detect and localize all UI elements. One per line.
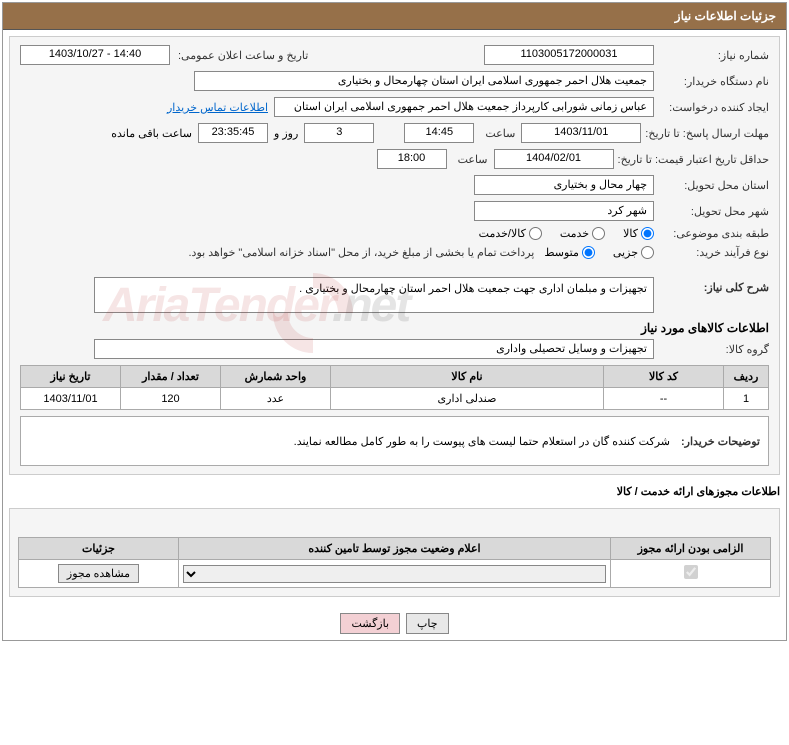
requester-value: عباس زمانی شورابی کارپرداز جمعیت هلال اح… xyxy=(274,97,654,117)
th-mandatory: الزامی بودن ارائه مجوز xyxy=(611,538,771,560)
td-qty: 120 xyxy=(121,388,221,410)
print-button[interactable]: چاپ xyxy=(406,613,449,634)
radio-service-input[interactable] xyxy=(592,227,605,240)
buyer-value: جمعیت هلال احمر جمهوری اسلامی ایران استا… xyxy=(194,71,654,91)
city-value: شهر کرد xyxy=(474,201,654,221)
permits-section: الزامی بودن ارائه مجوز اعلام وضعیت مجوز … xyxy=(9,508,780,597)
requester-label: ایجاد کننده درخواست: xyxy=(654,101,769,114)
permits-table: الزامی بودن ارائه مجوز اعلام وضعیت مجوز … xyxy=(18,537,771,588)
radio-medium[interactable]: متوسط xyxy=(544,246,595,259)
th-status: اعلام وضعیت مجوز توسط تامین کننده xyxy=(179,538,611,560)
back-button[interactable]: بازگشت xyxy=(340,613,400,634)
row-buyer: نام دستگاه خریدار: جمعیت هلال احمر جمهور… xyxy=(20,71,769,91)
deadline-label: مهلت ارسال پاسخ: تا تاریخ: xyxy=(641,127,769,140)
validity-date: 1404/02/01 xyxy=(494,149,614,169)
summary-text xyxy=(94,277,654,313)
announce-value: 14:40 - 1403/10/27 xyxy=(20,45,170,65)
remain-suffix: ساعت باقی مانده xyxy=(111,127,192,140)
row-need-number: شماره نیاز: 1103005172000031 تاریخ و ساع… xyxy=(20,45,769,65)
mandatory-checkbox xyxy=(684,565,698,579)
td-detail: مشاهده مجوز xyxy=(19,560,179,588)
td-row: 1 xyxy=(724,388,769,410)
radio-goods-input[interactable] xyxy=(641,227,654,240)
row-requester: ایجاد کننده درخواست: عباس زمانی شورابی ک… xyxy=(20,97,769,117)
row-process: نوع فرآیند خرید: جزیی متوسط پرداخت تمام … xyxy=(20,246,769,259)
row-goods-group: گروه کالا: تجهیزات و وسایل تحصیلی واداری xyxy=(20,339,769,359)
radio-partial-input[interactable] xyxy=(641,246,654,259)
td-code: -- xyxy=(604,388,724,410)
deadline-date: 1403/11/01 xyxy=(521,123,641,143)
classify-radios: کالا خدمت کالا/خدمت xyxy=(479,227,654,240)
row-province: استان محل تحویل: چهار محال و بختیاری xyxy=(20,175,769,195)
time-label-2: ساعت xyxy=(453,153,488,166)
city-label: شهر محل تحویل: xyxy=(654,205,769,218)
radio-service[interactable]: خدمت xyxy=(560,227,605,240)
radio-partial[interactable]: جزیی xyxy=(613,246,654,259)
validity-time: 18:00 xyxy=(377,149,447,169)
remain-days-label: روز و xyxy=(274,127,298,140)
td-mandatory xyxy=(611,560,771,588)
buyer-notes-box: توضیحات خریدار: شرکت کننده گان در استعلا… xyxy=(20,416,769,466)
page-title: جزئیات اطلاعات نیاز xyxy=(675,9,776,23)
summary-label: شرح کلی نیاز: xyxy=(654,277,769,294)
remain-count: 3 xyxy=(304,123,374,143)
td-date: 1403/11/01 xyxy=(21,388,121,410)
need-number-label: شماره نیاز: xyxy=(654,49,769,62)
goods-section-title: اطلاعات کالاهای مورد نیاز xyxy=(26,321,769,335)
radio-medium-input[interactable] xyxy=(582,246,595,259)
row-classification: طبقه بندی موضوعی: کالا خدمت کالا/خدمت xyxy=(20,227,769,240)
time-label-1: ساعت xyxy=(480,127,515,140)
goods-group-value: تجهیزات و وسایل تحصیلی واداری xyxy=(94,339,654,359)
validity-label: حداقل تاریخ اعتبار قیمت: تا تاریخ: xyxy=(614,153,769,166)
row-deadline: مهلت ارسال پاسخ: تا تاریخ: 1403/11/01 سا… xyxy=(20,123,769,143)
row-validity: حداقل تاریخ اعتبار قیمت: تا تاریخ: 1404/… xyxy=(20,149,769,169)
th-qty: تعداد / مقدار xyxy=(121,366,221,388)
goods-table: ردیف کد کالا نام کالا واحد شمارش تعداد /… xyxy=(20,365,769,410)
main-container: AriaTender.net جزئیات اطلاعات نیاز شماره… xyxy=(2,2,787,641)
th-code: کد کالا xyxy=(604,366,724,388)
deadline-time: 14:45 xyxy=(404,123,474,143)
table-row: 1 -- صندلی اداری عدد 120 1403/11/01 xyxy=(21,388,769,410)
th-unit: واحد شمارش xyxy=(221,366,331,388)
button-row: چاپ بازگشت xyxy=(3,603,786,640)
need-number: 1103005172000031 xyxy=(484,45,654,65)
row-city: شهر محل تحویل: شهر کرد xyxy=(20,201,769,221)
page-title-bar: جزئیات اطلاعات نیاز xyxy=(3,3,786,30)
table-header-row: ردیف کد کالا نام کالا واحد شمارش تعداد /… xyxy=(21,366,769,388)
radio-both[interactable]: کالا/خدمت xyxy=(479,227,542,240)
process-radios: جزیی متوسط xyxy=(544,246,654,259)
province-label: استان محل تحویل: xyxy=(654,179,769,192)
need-info-section: شماره نیاز: 1103005172000031 تاریخ و ساع… xyxy=(9,36,780,475)
process-note: پرداخت تمام یا بخشی از مبلغ خرید، از محل… xyxy=(189,246,535,259)
buyer-notes-text: شرکت کننده گان در استعلام حتما لیست های … xyxy=(29,435,670,448)
goods-group-label: گروه کالا: xyxy=(654,343,769,356)
td-name: صندلی اداری xyxy=(331,388,604,410)
buyer-notes-label: توضیحات خریدار: xyxy=(670,435,760,448)
view-permit-button[interactable]: مشاهده مجوز xyxy=(58,564,139,583)
td-unit: عدد xyxy=(221,388,331,410)
announce-label: تاریخ و ساعت اعلان عمومی: xyxy=(174,49,308,62)
th-date: تاریخ نیاز xyxy=(21,366,121,388)
process-label: نوع فرآیند خرید: xyxy=(654,246,769,259)
province-value: چهار محال و بختیاری xyxy=(474,175,654,195)
buyer-label: نام دستگاه خریدار: xyxy=(654,75,769,88)
th-name: نام کالا xyxy=(331,366,604,388)
radio-goods[interactable]: کالا xyxy=(623,227,654,240)
remain-time: 23:35:45 xyxy=(198,123,268,143)
permits-header-row: الزامی بودن ارائه مجوز اعلام وضعیت مجوز … xyxy=(19,538,771,560)
td-status xyxy=(179,560,611,588)
row-summary: شرح کلی نیاز: xyxy=(20,277,769,313)
classify-label: طبقه بندی موضوعی: xyxy=(654,227,769,240)
permits-title: اطلاعات مجوزهای ارائه خدمت / کالا xyxy=(9,481,780,502)
buyer-contact-link[interactable]: اطلاعات تماس خریدار xyxy=(167,101,268,114)
radio-both-input[interactable] xyxy=(529,227,542,240)
permit-row: مشاهده مجوز xyxy=(19,560,771,588)
th-detail: جزئیات xyxy=(19,538,179,560)
status-select[interactable] xyxy=(183,565,606,583)
th-row: ردیف xyxy=(724,366,769,388)
